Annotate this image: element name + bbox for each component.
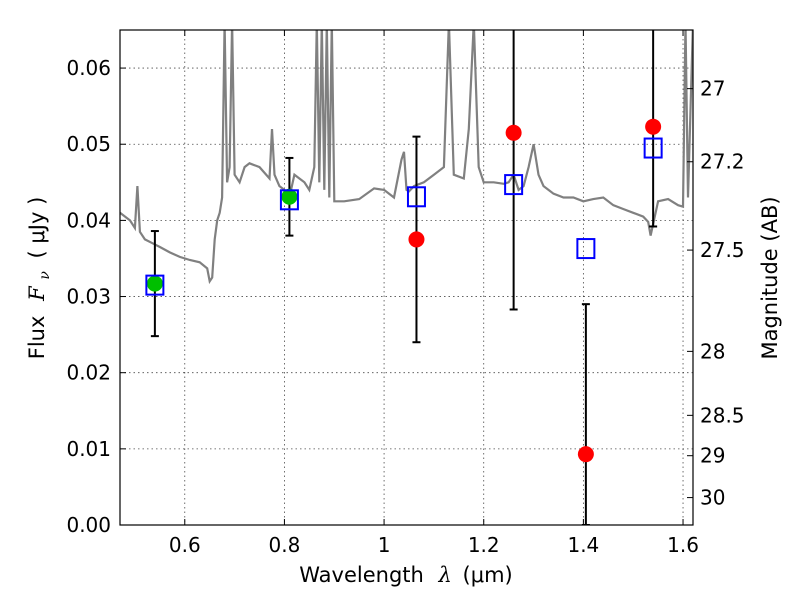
y2-tick-label: 27 (700, 77, 725, 101)
y-axis-label-symbol: F (25, 285, 49, 302)
y-tick-label: 0.02 (66, 361, 111, 385)
x-axis-label-symbol: λ (438, 563, 452, 587)
y-tick-label: 0.04 (66, 208, 111, 232)
y-axis-label-subscript: ν (37, 271, 53, 280)
plot-frame (120, 30, 693, 525)
sed-chart: 0.6 0.8 1 1.2 1.4 1.6 0.00 0.01 0.02 0.03 0.04 0.05… (0, 0, 800, 600)
y2-tick-label: 27.2 (700, 150, 745, 174)
observed-point-green (147, 276, 163, 292)
x-tick-label: 1.2 (468, 533, 500, 557)
x-tick-label: 1 (378, 533, 391, 557)
axes: 0.6 0.8 1 1.2 1.4 1.6 0.00 0.01 0.02 0.03 0.04 0.05… (66, 30, 744, 557)
x-tick-label: 1.6 (667, 533, 699, 557)
y-tick-label: 0.06 (66, 56, 111, 80)
y2-tick-label: 30 (700, 486, 725, 510)
y2-tick-label: 29 (700, 444, 725, 468)
y-axis-label-text: Flux (25, 316, 49, 360)
y2-tick-label: 28.5 (700, 403, 745, 427)
y2-tick-label: 27.5 (700, 238, 745, 262)
y-tick-label: 0.00 (66, 513, 111, 537)
model-point-square (577, 239, 594, 258)
x-tick-label: 0.8 (269, 533, 301, 557)
x-axis-label-text: Wavelength (299, 563, 424, 587)
x-axis-label-unit: (μm) (463, 563, 513, 587)
y2-tick-label: 28 (700, 339, 725, 363)
grid-lines (120, 30, 693, 525)
observed-point-red (578, 446, 594, 462)
observed-point-red (645, 119, 661, 135)
y-tick-label: 0.03 (66, 285, 111, 309)
x-tick-label: 1.4 (567, 533, 599, 557)
y-tick-label: 0.01 (66, 437, 111, 461)
observed-point-red (506, 125, 522, 141)
y-axis-label: Flux F ν ( μJy ) (25, 197, 54, 360)
data-markers (146, 119, 661, 462)
plot-area (120, 22, 693, 525)
x-tick-label: 0.6 (169, 533, 201, 557)
x-axis-label: Wavelength λ (μm) (299, 563, 512, 587)
y2-axis-label: Magnitude (AB) (758, 196, 782, 359)
model-spectrum-line (120, 22, 693, 281)
y-tick-label: 0.05 (66, 132, 111, 156)
y-axis-label-unit: ( μJy ) (25, 197, 49, 259)
observed-point-red (408, 231, 424, 247)
